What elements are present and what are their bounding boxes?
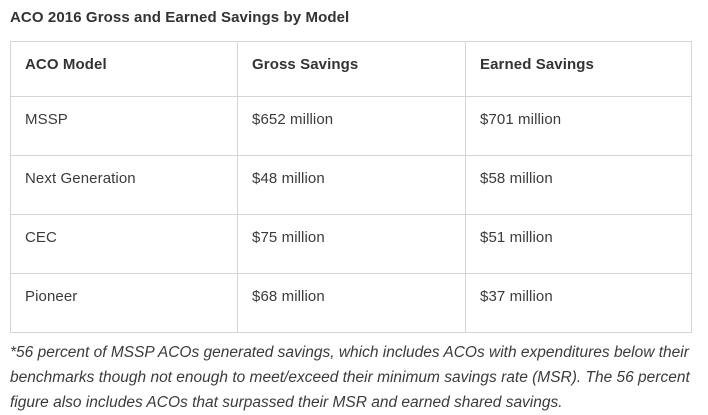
cell-gross-savings: $68 million <box>237 273 466 333</box>
table-header-row: ACO Model Gross Savings Earned Savings <box>10 41 692 97</box>
cell-gross-savings: $75 million <box>237 214 466 274</box>
cell-model: Pioneer <box>10 273 238 333</box>
cell-model: Next Generation <box>10 155 238 215</box>
cell-gross-savings: $48 million <box>237 155 466 215</box>
page-title: ACO 2016 Gross and Earned Savings by Mod… <box>10 9 350 26</box>
column-header-gross-savings: Gross Savings <box>237 41 466 97</box>
table-row-mssp: MSSP $652 million $701 million <box>10 96 692 156</box>
table-footnote: *56 percent of MSSP ACOs generated savin… <box>10 344 690 411</box>
cell-earned-savings: $51 million <box>465 214 692 274</box>
savings-table: ACO Model Gross Savings Earned Savings M… <box>10 41 692 333</box>
table-row-pioneer: Pioneer $68 million $37 million <box>10 273 692 333</box>
cell-model: MSSP <box>10 96 238 156</box>
column-header-aco-model: ACO Model <box>10 41 238 97</box>
cell-earned-savings: $37 million <box>465 273 692 333</box>
table-row-next-generation: Next Generation $48 million $58 million <box>10 155 692 215</box>
cell-earned-savings: $701 million <box>465 96 692 156</box>
cell-gross-savings: $652 million <box>237 96 466 156</box>
column-header-earned-savings: Earned Savings <box>465 41 692 97</box>
table-row-cec: CEC $75 million $51 million <box>10 214 692 274</box>
cell-model: CEC <box>10 214 238 274</box>
cell-earned-savings: $58 million <box>465 155 692 215</box>
